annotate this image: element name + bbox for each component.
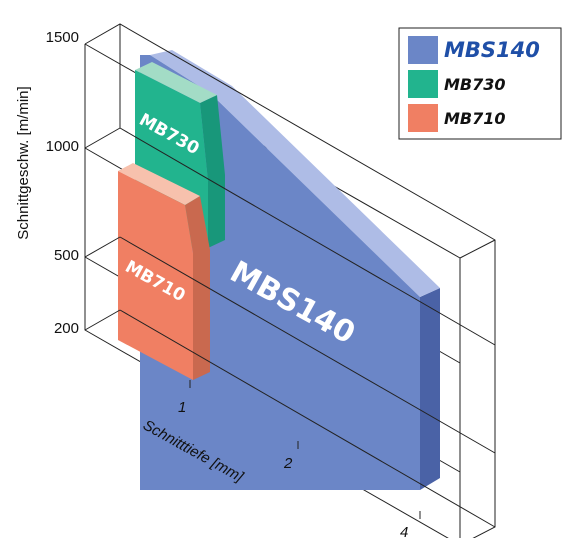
legend-label-mb730: MB730 — [444, 75, 506, 94]
legend-swatch-mb730 — [408, 70, 438, 98]
y-tick-label: 1500 — [46, 29, 79, 46]
front-line-1000 — [85, 128, 120, 148]
mbs140-side-face — [420, 288, 440, 490]
y-tick-label: 500 — [54, 247, 79, 264]
y-axis-title: Schnittgeschw. [m/min] — [15, 86, 32, 239]
legend-label-mbs140: MBS140 — [444, 38, 540, 62]
y-tick-label: 200 — [54, 320, 79, 337]
x-tick-label: 2 — [283, 455, 293, 472]
front-line-200 — [85, 310, 120, 330]
x-tick-label: 4 — [400, 524, 408, 538]
legend-swatch-mb710 — [408, 104, 438, 132]
y-tick-label: 1000 — [46, 138, 79, 155]
front-line-500 — [85, 237, 120, 257]
legend-label-mb710: MB710 — [444, 109, 506, 128]
right-frame-top — [460, 240, 495, 258]
x-tick-label: 1 — [178, 399, 186, 416]
legend: MBS140 MB730 MB710 — [399, 28, 561, 139]
legend-swatch-mbs140 — [408, 36, 438, 64]
